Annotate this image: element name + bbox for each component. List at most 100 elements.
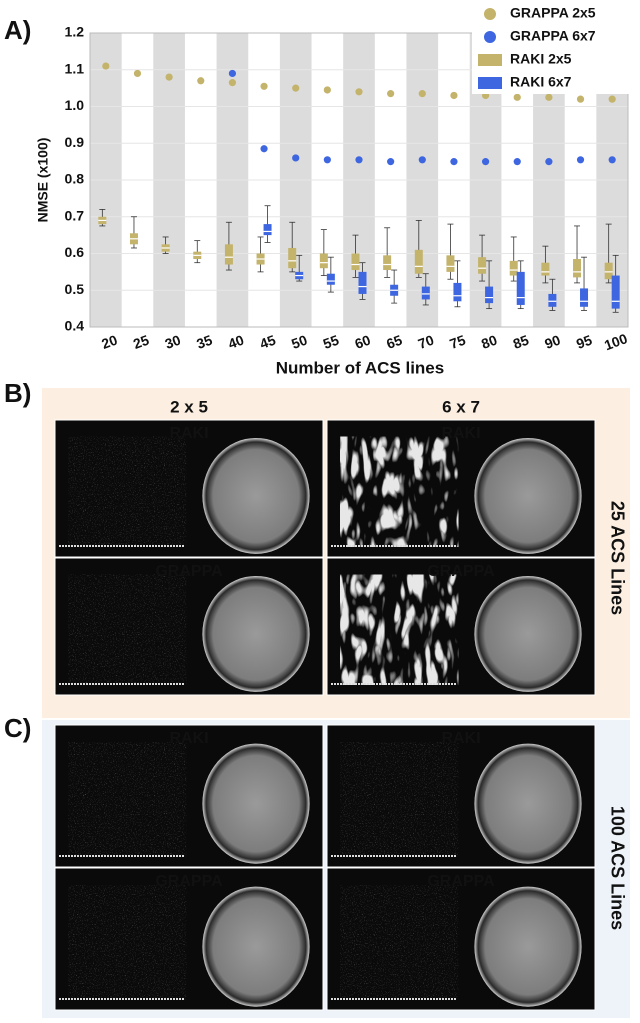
x-tick-label: 35 (194, 332, 214, 352)
scatter-point (418, 90, 426, 98)
box (478, 257, 487, 274)
box (485, 286, 494, 304)
error-map (68, 885, 187, 1000)
scatter-point (323, 156, 331, 164)
box (548, 293, 557, 307)
image-label: RAKI (441, 425, 480, 442)
box (509, 260, 518, 276)
scatter-point (450, 158, 458, 166)
x-tick-label: 75 (447, 332, 467, 352)
column-header: 6 x 7 (442, 397, 480, 416)
error-map (68, 742, 187, 857)
x-tick-label: 50 (289, 332, 309, 352)
scatter-point (576, 156, 585, 164)
scatter-point (513, 158, 521, 166)
image-label: GRAPPA (155, 873, 223, 890)
brain-image (474, 437, 582, 554)
box (358, 271, 367, 294)
error-map (340, 436, 459, 547)
scatter-point (228, 79, 237, 87)
error-map (340, 574, 459, 685)
x-tick-label: 55 (321, 332, 341, 352)
y-tick-label: 0.9 (65, 134, 85, 150)
image-label: RAKI (441, 730, 480, 747)
scatter-point (323, 86, 331, 94)
image-panels: B) 25 ACS Lines 2 x 5 6 x 7 RAKI RAKI GRAPPA GR… (4, 378, 627, 1011)
plot: 0.4 0.5 0.6 0.7 0.8 0.9 1.0 1.1 1.2 20 25 30 35 40 45 5… (65, 0, 640, 353)
box (611, 275, 620, 309)
legend-marker (484, 8, 496, 20)
box (319, 253, 328, 269)
box (326, 273, 335, 285)
scatter-point (387, 158, 395, 166)
box (580, 288, 589, 307)
x-tick-label: 30 (163, 332, 183, 352)
box (453, 282, 462, 302)
x-tick-label: 100 (602, 330, 630, 353)
y-tick-label: 0.8 (65, 171, 85, 187)
x-tick-label: 25 (131, 332, 151, 352)
legend-marker (478, 77, 502, 89)
box (446, 255, 455, 272)
scatter-point (481, 158, 490, 166)
scatter-point (260, 82, 268, 90)
scatter-point (102, 62, 110, 70)
scatter-point (513, 93, 521, 101)
box (573, 259, 582, 278)
row-label: 100 ACS Lines (607, 806, 627, 930)
scatter-point (608, 156, 616, 164)
column-header: 2 x 5 (170, 397, 208, 416)
box (421, 286, 430, 300)
x-tick-label: 85 (511, 332, 531, 352)
panel-label: A) (4, 15, 31, 45)
y-tick-label: 0.6 (65, 244, 85, 260)
brain-image (202, 575, 310, 692)
y-tick-label: 1.1 (65, 60, 85, 76)
x-axis-title: Number of ACS lines (276, 358, 444, 377)
brain-image (474, 575, 582, 692)
box (604, 262, 613, 280)
scatter-point (228, 69, 237, 78)
x-tick-label: 65 (384, 332, 404, 352)
brain-image (202, 437, 310, 554)
scatter-point (418, 156, 426, 164)
scatter-point (450, 91, 458, 100)
error-map (340, 885, 459, 1000)
scatter-point (133, 69, 142, 78)
legend-label: RAKI 2x5 (510, 51, 572, 67)
legend-label: RAKI 6x7 (510, 74, 572, 90)
x-tick-label: 90 (542, 332, 562, 352)
legend-marker (484, 31, 496, 43)
y-tick-label: 1.0 (65, 97, 85, 113)
box (414, 249, 423, 274)
box (224, 244, 233, 265)
scatter-point (355, 88, 363, 96)
error-map (340, 742, 459, 857)
box (351, 253, 360, 271)
brain-image (474, 886, 582, 1007)
image-label: GRAPPA (427, 873, 495, 890)
box (383, 255, 392, 271)
image-label: GRAPPA (155, 563, 223, 580)
image-label: GRAPPA (427, 563, 495, 580)
brain-image (202, 743, 310, 864)
brain-image (202, 886, 310, 1007)
x-tick-label: 60 (353, 332, 373, 352)
panel-label: C) (4, 713, 31, 743)
image-label: RAKI (169, 425, 208, 442)
x-tick-label: 80 (479, 332, 499, 352)
scatter-point (545, 93, 553, 101)
x-tick-label: 40 (226, 332, 246, 352)
x-tick-label: 95 (574, 332, 594, 352)
box (263, 224, 272, 236)
image-label: RAKI (169, 730, 208, 747)
scatter-point (545, 158, 553, 166)
scatter-point (197, 77, 205, 85)
scatter-point (608, 95, 616, 103)
legend-label: GRAPPA 2x5 (510, 5, 596, 21)
scatter-point (260, 145, 268, 153)
box (516, 271, 525, 305)
plot-frame (89, 32, 629, 328)
